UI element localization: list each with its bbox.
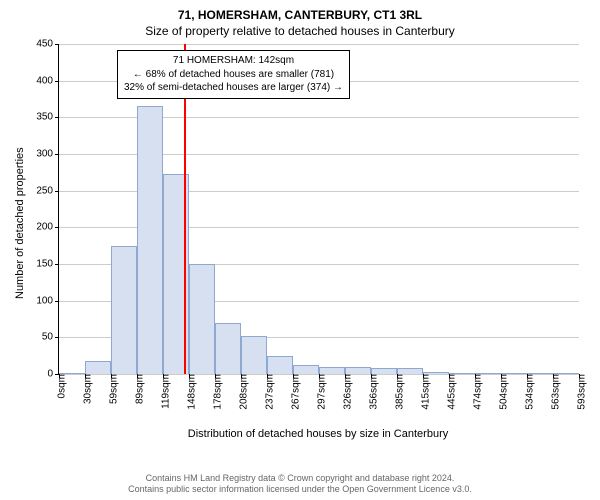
annotation-line: 32% of semi-detached houses are larger (… — [124, 81, 343, 95]
annotation-line: 71 HOMERSHAM: 142sqm — [124, 54, 343, 68]
x-tick-label: 0sqm — [51, 374, 68, 398]
histogram-bar — [423, 372, 449, 374]
histogram-bar — [397, 368, 423, 374]
y-axis-label: Number of detached properties — [14, 147, 26, 299]
x-tick-label: 504sqm — [493, 374, 510, 410]
x-tick-label: 267sqm — [285, 374, 302, 410]
x-tick-label: 119sqm — [155, 374, 172, 409]
y-tick-label: 350 — [36, 112, 59, 123]
histogram-bar — [371, 368, 397, 374]
histogram-bar — [85, 361, 111, 374]
footer-line1: Contains HM Land Registry data © Crown c… — [0, 473, 600, 485]
x-tick-label: 563sqm — [545, 374, 562, 410]
plot-area: 0501001502002503003504004500sqm30sqm59sq… — [58, 44, 579, 375]
x-tick-label: 89sqm — [129, 374, 146, 404]
x-axis-label: Distribution of detached houses by size … — [58, 428, 578, 440]
x-tick-label: 30sqm — [77, 374, 94, 404]
title-group: 71, HOMERSHAM, CANTERBURY, CT1 3RL Size … — [0, 0, 600, 38]
title-line1: 71, HOMERSHAM, CANTERBURY, CT1 3RL — [0, 8, 600, 22]
histogram-bar — [59, 373, 85, 374]
y-tick-label: 300 — [36, 149, 59, 160]
x-tick-label: 178sqm — [207, 374, 224, 410]
histogram-bar — [501, 373, 527, 374]
x-tick-label: 474sqm — [467, 374, 484, 410]
histogram-bar — [215, 323, 241, 374]
x-tick-label: 534sqm — [519, 374, 536, 410]
histogram-bar — [475, 373, 501, 374]
histogram-bar — [111, 246, 137, 374]
chart-container: 71, HOMERSHAM, CANTERBURY, CT1 3RL Size … — [0, 0, 600, 500]
histogram-bar — [319, 367, 345, 374]
x-tick-label: 593sqm — [571, 374, 588, 410]
histogram-bar — [553, 373, 579, 374]
x-tick-label: 237sqm — [259, 374, 276, 410]
histogram-bar — [449, 373, 475, 374]
footer-line2: Contains public sector information licen… — [0, 484, 600, 496]
histogram-bar — [293, 365, 319, 374]
x-tick-label: 297sqm — [311, 374, 328, 410]
footer: Contains HM Land Registry data © Crown c… — [0, 473, 600, 496]
histogram-bar — [345, 367, 371, 374]
x-tick-label: 385sqm — [389, 374, 406, 410]
histogram-bar — [527, 373, 553, 374]
x-tick-label: 326sqm — [337, 374, 354, 410]
histogram-bar — [267, 356, 293, 374]
x-tick-label: 59sqm — [103, 374, 120, 404]
y-tick-label: 450 — [36, 39, 59, 50]
x-tick-label: 445sqm — [441, 374, 458, 410]
y-tick-label: 150 — [36, 259, 59, 270]
y-tick-label: 100 — [36, 295, 59, 306]
annotation-line: ← 68% of detached houses are smaller (78… — [124, 68, 343, 82]
y-tick-label: 200 — [36, 222, 59, 233]
y-tick-label: 250 — [36, 185, 59, 196]
y-tick-label: 50 — [42, 332, 59, 343]
histogram-bar — [189, 264, 215, 374]
annotation-box: 71 HOMERSHAM: 142sqm← 68% of detached ho… — [117, 50, 350, 99]
x-tick-label: 356sqm — [363, 374, 380, 410]
histogram-bar — [241, 336, 267, 374]
x-tick-label: 208sqm — [233, 374, 250, 410]
histogram-bar — [137, 106, 163, 374]
x-tick-label: 148sqm — [181, 374, 198, 410]
y-gridline — [59, 44, 579, 45]
y-tick-label: 400 — [36, 75, 59, 86]
title-line2: Size of property relative to detached ho… — [0, 24, 600, 38]
x-tick-label: 415sqm — [415, 374, 432, 410]
